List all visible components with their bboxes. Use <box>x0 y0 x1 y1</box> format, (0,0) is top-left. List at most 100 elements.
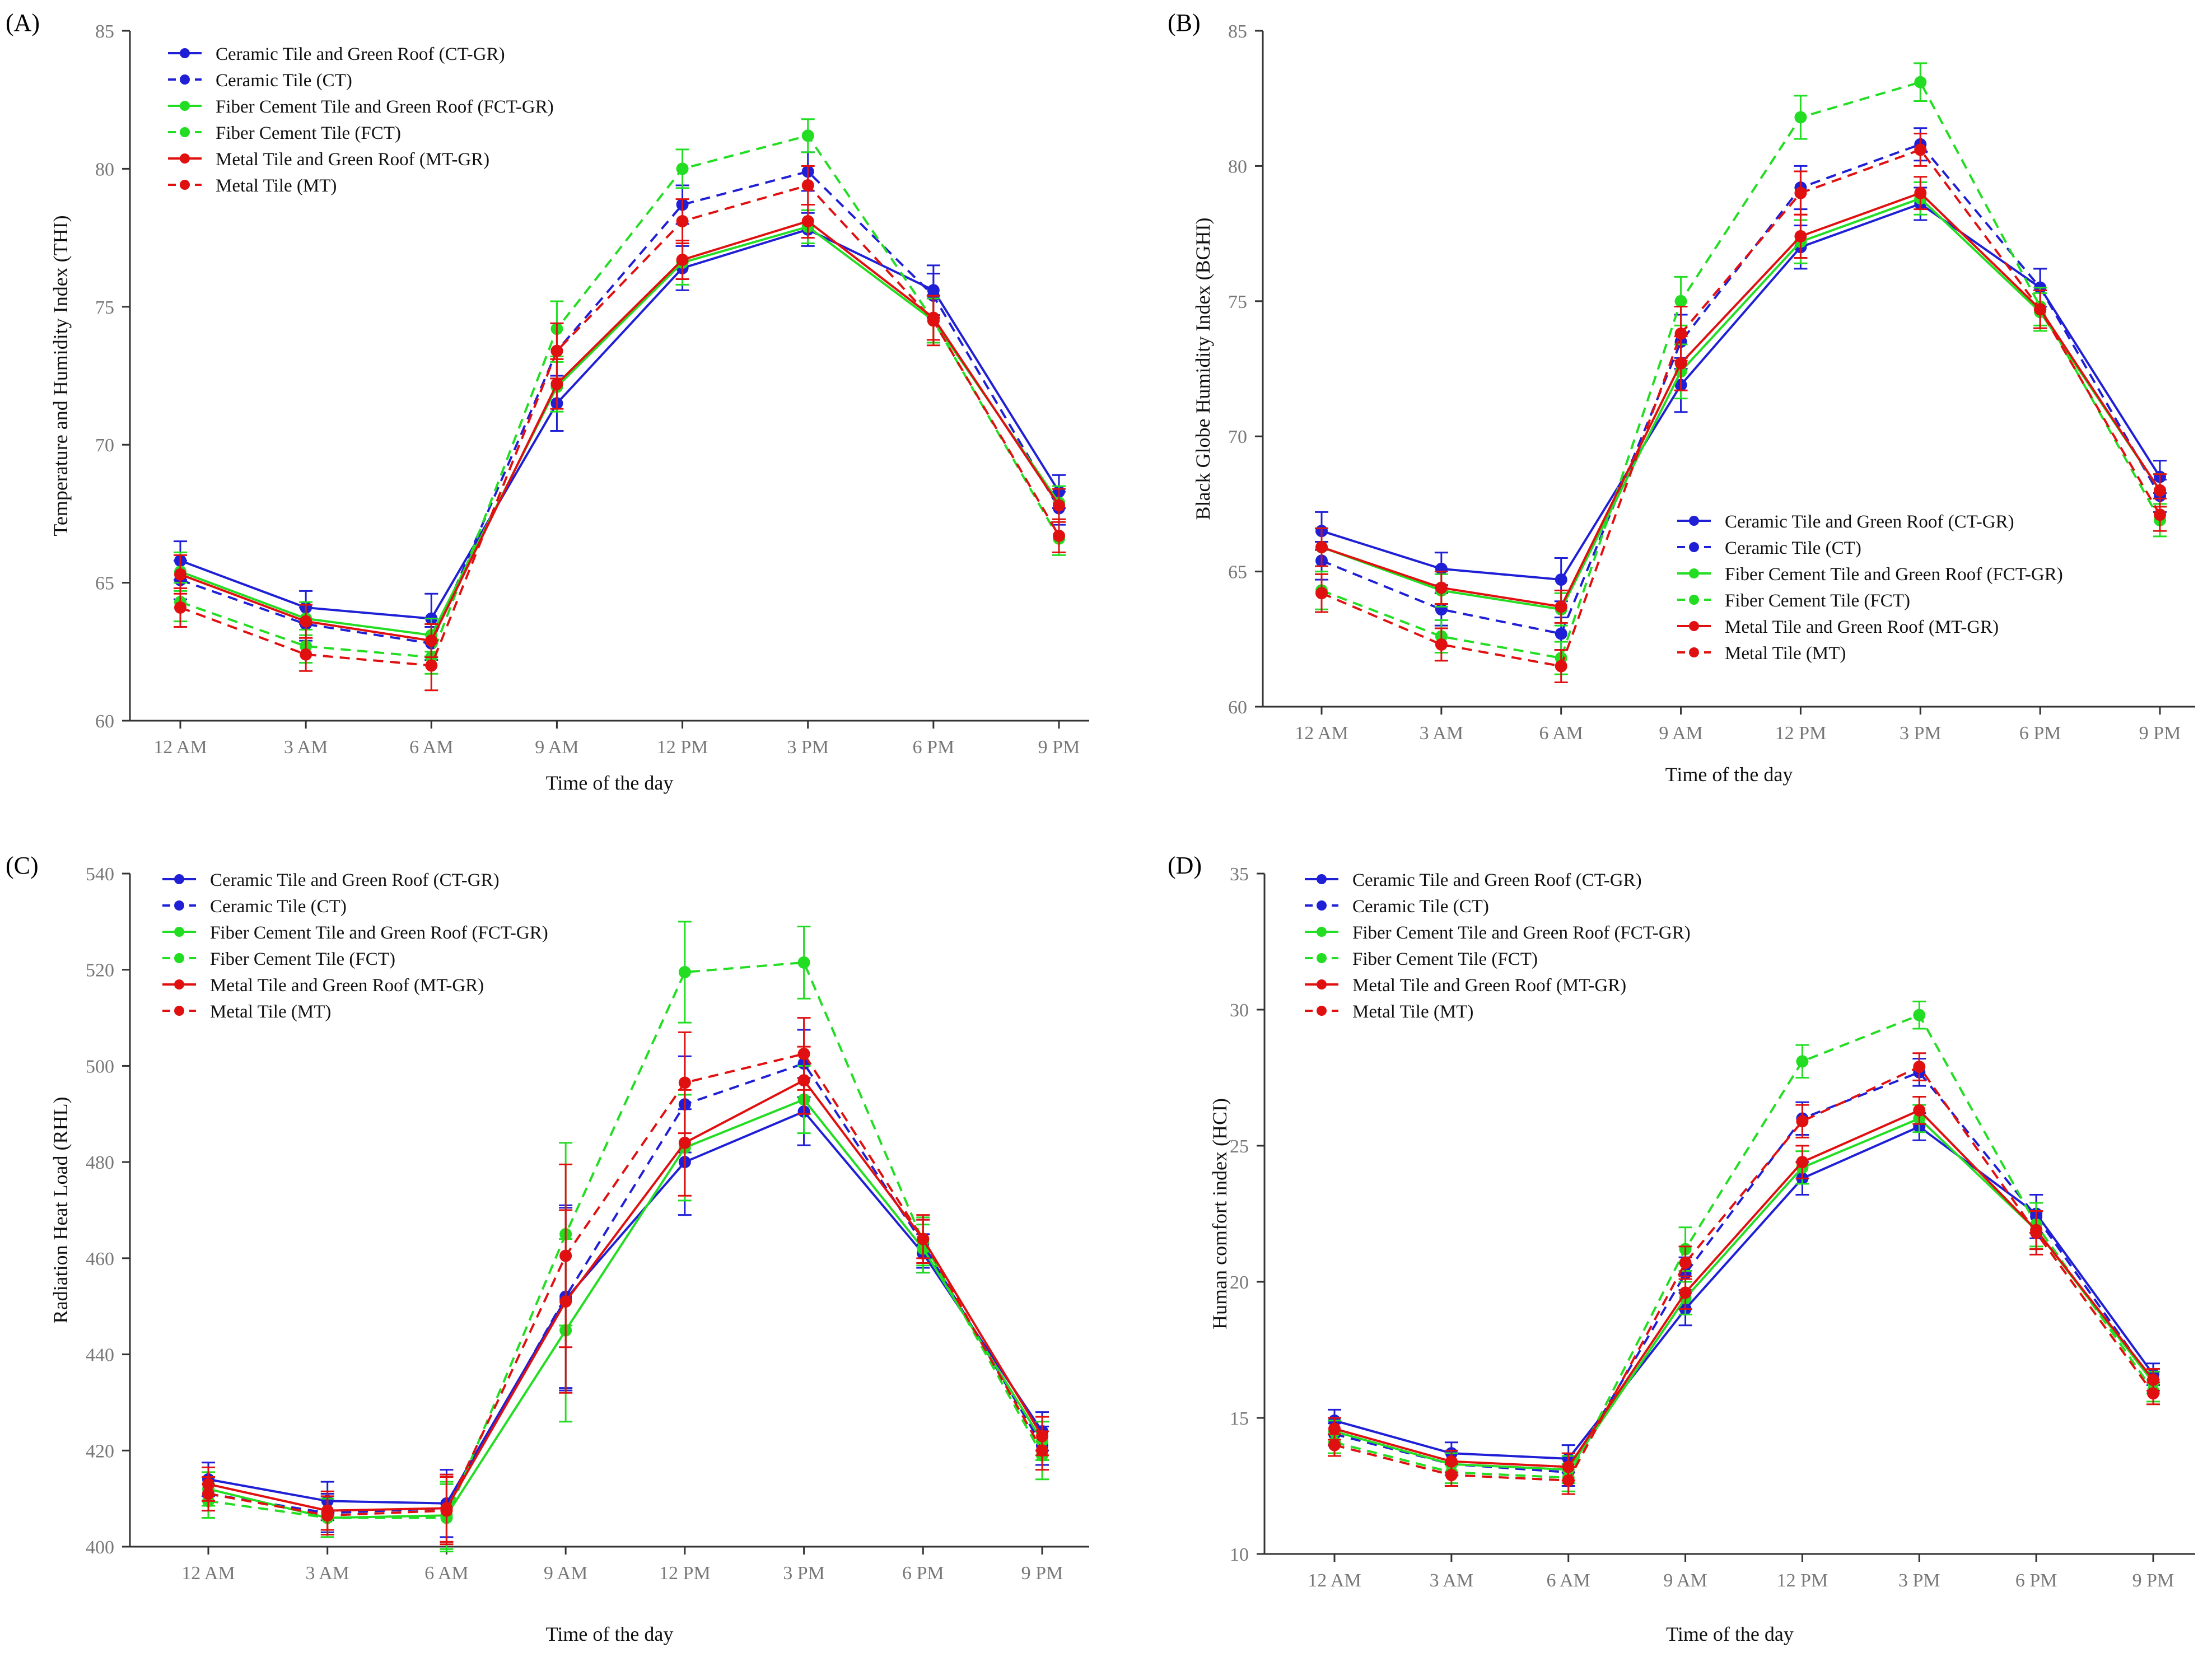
y-tick-label: 35 <box>1230 864 1249 885</box>
x-tick-label: 12 PM <box>1777 1570 1828 1591</box>
legend-marker <box>1689 568 1699 578</box>
data-point <box>1796 1156 1809 1169</box>
data-point <box>801 129 814 142</box>
legend-marker <box>180 101 190 111</box>
x-tick-label: 12 PM <box>657 737 708 758</box>
y-tick-label: 70 <box>1228 427 1247 447</box>
legend-label: Ceramic Tile (CT) <box>216 71 352 91</box>
data-point <box>174 601 186 614</box>
data-point <box>550 377 563 390</box>
legend-marker <box>180 48 190 58</box>
legend-item: Fiber Cement Tile (FCT) <box>168 123 401 143</box>
data-point <box>1315 541 1328 554</box>
legend-item: Ceramic Tile and Green Roof (CT-GR) <box>1677 512 2014 532</box>
x-axis-label: Time of the day <box>546 772 674 794</box>
legend-label: Metal Tile (MT) <box>216 176 337 196</box>
y-axis-label: Black Globe Humidity Index (BGHI) <box>1192 218 1214 520</box>
y-tick-label: 75 <box>1228 292 1247 312</box>
panel-label: (D) <box>1168 852 1202 879</box>
data-point <box>678 1076 691 1089</box>
legend-item: Fiber Cement Tile and Green Roof (FCT-GR… <box>1305 923 1691 943</box>
legend-label: Metal Tile and Green Roof (MT-GR) <box>1725 617 1999 637</box>
data-point <box>1674 327 1687 340</box>
legend-item: Ceramic Tile (CT) <box>162 897 347 917</box>
data-point <box>1913 1009 1926 1021</box>
data-point <box>927 314 940 327</box>
legend-marker <box>180 180 190 190</box>
series-line <box>1321 192 2161 608</box>
legend-label: Metal Tile and Green Roof (MT-GR) <box>210 975 484 996</box>
y-tick-label: 10 <box>1230 1544 1249 1565</box>
legend-label: Ceramic Tile and Green Roof (CT-GR) <box>210 870 500 890</box>
legend-label: Fiber Cement Tile and Green Roof (FCT-GR… <box>210 923 548 943</box>
x-tick-label: 3 AM <box>284 737 328 758</box>
legend-item: Fiber Cement Tile (FCT) <box>1677 591 1910 611</box>
legend-item: Fiber Cement Tile (FCT) <box>162 949 395 969</box>
legend-item: Fiber Cement Tile and Green Roof (FCT-GR… <box>168 97 554 117</box>
data-point <box>2030 1226 2043 1239</box>
series-line <box>208 1062 1043 1514</box>
series-line <box>1321 197 2161 611</box>
data-point <box>1679 1256 1692 1269</box>
data-point <box>2154 484 2166 497</box>
data-point <box>1794 111 1807 124</box>
legend-label: Ceramic Tile (CT) <box>1725 538 1861 558</box>
series-line <box>1321 81 2161 660</box>
series-line <box>180 220 1060 642</box>
data-point <box>797 1047 810 1060</box>
data-point <box>440 1504 453 1517</box>
legend-label: Fiber Cement Tile and Green Roof (FCT-GR… <box>1725 564 2063 585</box>
data-point <box>2154 508 2166 521</box>
y-tick-label: 60 <box>95 711 114 732</box>
series-line <box>208 1098 1043 1519</box>
data-point <box>1794 186 1807 199</box>
y-tick-label: 80 <box>1228 156 1247 177</box>
data-point <box>1315 587 1328 600</box>
x-tick-label: 9 PM <box>1038 737 1080 758</box>
legend-marker <box>180 74 190 85</box>
series-line <box>1334 1065 2154 1482</box>
legend-label: Ceramic Tile and Green Roof (CT-GR) <box>216 44 505 64</box>
data-point <box>1435 581 1448 594</box>
series-line <box>1321 202 2161 581</box>
chart-svg-a: (A) 60 65 70 75 80 85 12 AM 3 AM 6 AM 9 AM 12 PM 3 P… <box>6 9 1089 794</box>
legend-marker <box>180 127 190 137</box>
x-tick-label: 9 PM <box>2139 723 2181 744</box>
series-line <box>1334 1014 2154 1479</box>
legend-label: Metal Tile (MT) <box>1725 643 1846 664</box>
legend-label: Metal Tile (MT) <box>210 1002 331 1022</box>
series-line <box>180 225 1060 637</box>
legend-label: Metal Tile (MT) <box>1352 1002 1473 1022</box>
legend-marker <box>174 1006 184 1016</box>
data-point <box>300 648 312 661</box>
legend-item: Fiber Cement Tile and Green Roof (FCT-GR… <box>1677 564 2063 585</box>
y-tick-label: 400 <box>86 1537 114 1558</box>
data-point <box>1796 1055 1809 1068</box>
legend-item: Metal Tile (MT) <box>168 176 337 196</box>
series-line <box>180 228 1060 620</box>
chart-svg-c: (C) 400 420 440 460 480 500 520 540 12 AM 3 AM 6 AM… <box>6 852 1089 1645</box>
x-tick-label: 12 PM <box>1775 723 1827 744</box>
legend-item: Ceramic Tile and Green Roof (CT-GR) <box>168 44 505 64</box>
chart-panel-b: (B) 60 65 70 75 80 85 12 AM 3 AM 6 AM 9 AM 12 PM 3 P… <box>1106 0 2212 828</box>
legend-marker <box>1689 595 1699 605</box>
data-point <box>1674 295 1687 307</box>
data-point <box>678 966 691 979</box>
data-point <box>202 1487 214 1500</box>
x-tick-label: 3 PM <box>1898 1570 1940 1591</box>
data-point <box>1036 1444 1048 1457</box>
y-tick-label: 520 <box>86 960 114 981</box>
x-tick-label: 6 PM <box>2015 1570 2057 1591</box>
x-tick-label: 3 AM <box>306 1563 349 1584</box>
x-tick-label: 12 AM <box>181 1563 235 1584</box>
legend-marker <box>1317 900 1327 911</box>
panel-label: (C) <box>6 852 39 879</box>
series-line <box>1334 1117 2154 1471</box>
y-tick-label: 65 <box>1228 562 1247 583</box>
data-point <box>425 659 438 672</box>
legend-label: Fiber Cement Tile and Green Roof (FCT-GR… <box>1352 923 1691 943</box>
legend-item: Ceramic Tile and Green Roof (CT-GR) <box>1305 870 1642 890</box>
data-point <box>1679 1286 1692 1299</box>
legend-label: Fiber Cement Tile and Green Roof (FCT-GR… <box>216 97 554 117</box>
legend-item: Fiber Cement Tile and Green Roof (FCT-GR… <box>162 923 548 943</box>
